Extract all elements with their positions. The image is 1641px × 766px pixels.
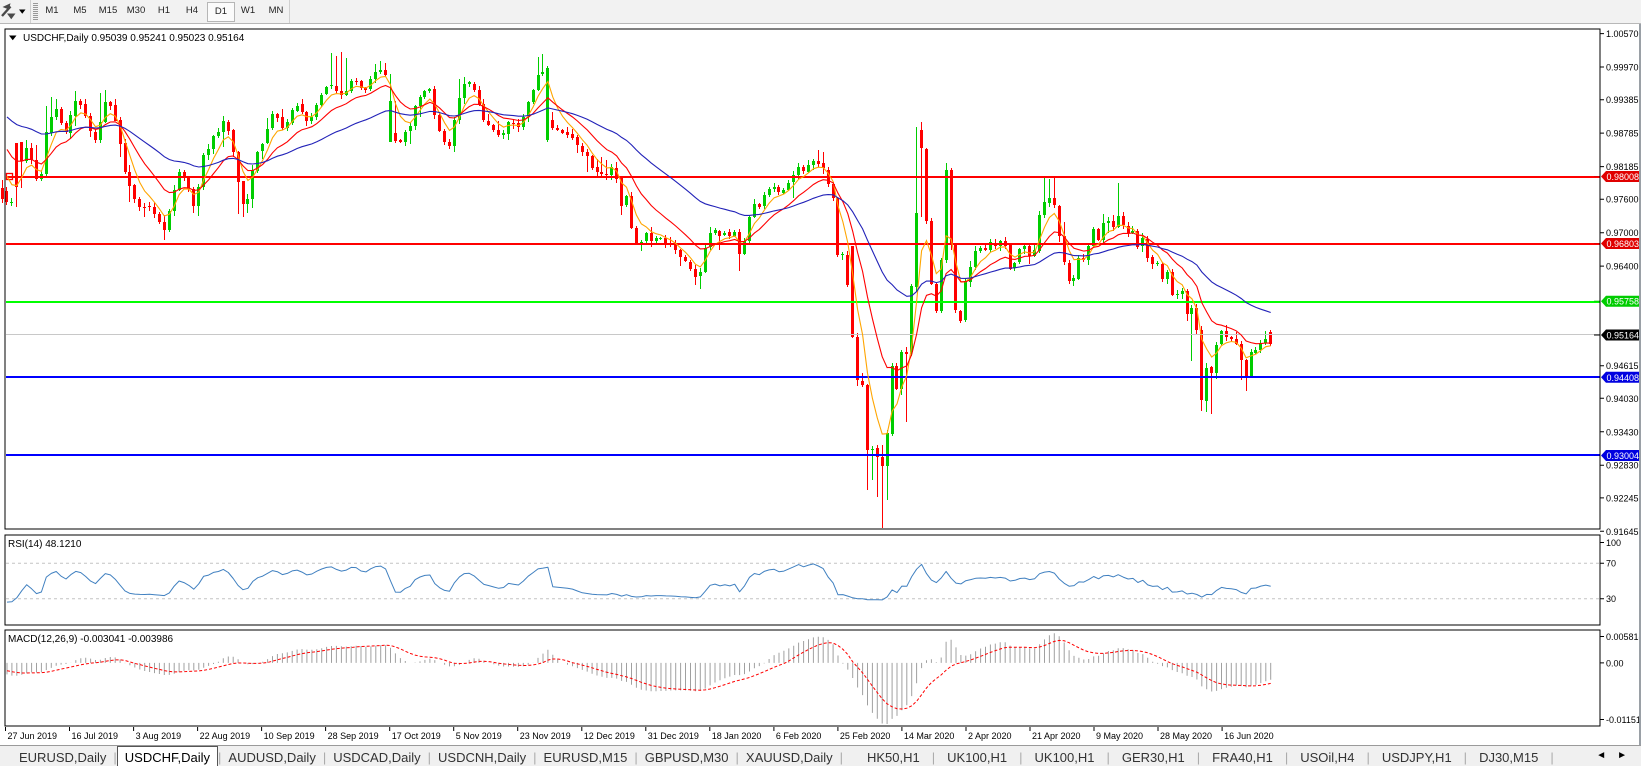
svg-text:2 Apr 2020: 2 Apr 2020 (968, 731, 1012, 741)
svg-text:12 Dec 2019: 12 Dec 2019 (584, 731, 635, 741)
svg-text:0.005818: 0.005818 (1606, 632, 1641, 642)
svg-text:0.99970: 0.99970 (1606, 63, 1639, 73)
svg-text:0.94408: 0.94408 (1607, 373, 1640, 383)
svg-text:25 Feb 2020: 25 Feb 2020 (840, 731, 891, 741)
svg-text:0.95758: 0.95758 (1607, 297, 1640, 307)
svg-text:-0.011514: -0.011514 (1606, 715, 1641, 725)
svg-text:0.00: 0.00 (1606, 658, 1624, 668)
svg-text:10 Sep 2019: 10 Sep 2019 (264, 731, 315, 741)
svg-text:0.93004: 0.93004 (1607, 451, 1640, 461)
svg-text:0.97000: 0.97000 (1606, 228, 1639, 238)
svg-text:22 Aug 2019: 22 Aug 2019 (200, 731, 251, 741)
svg-text:3 Aug 2019: 3 Aug 2019 (136, 731, 182, 741)
svg-text:0.93430: 0.93430 (1606, 427, 1639, 437)
svg-text:28 May 2020: 28 May 2020 (1160, 731, 1212, 741)
svg-text:0.92245: 0.92245 (1606, 493, 1639, 503)
svg-text:100: 100 (1606, 538, 1621, 548)
svg-text:23 Nov 2019: 23 Nov 2019 (520, 731, 571, 741)
svg-text:28 Sep 2019: 28 Sep 2019 (328, 731, 379, 741)
svg-text:RSI(14) 48.1210: RSI(14) 48.1210 (8, 539, 82, 550)
svg-text:0.98185: 0.98185 (1606, 162, 1639, 172)
svg-text:21 Apr 2020: 21 Apr 2020 (1032, 731, 1081, 741)
svg-text:0.97600: 0.97600 (1606, 195, 1639, 205)
svg-text:31 Dec 2019: 31 Dec 2019 (648, 731, 699, 741)
svg-text:16 Jun 2020: 16 Jun 2020 (1224, 731, 1274, 741)
svg-text:6 Feb 2020: 6 Feb 2020 (776, 731, 822, 741)
svg-text:0.98785: 0.98785 (1606, 129, 1639, 139)
svg-text:14 Mar 2020: 14 Mar 2020 (904, 731, 955, 741)
svg-text:0.99385: 0.99385 (1606, 95, 1639, 105)
svg-text:0.92830: 0.92830 (1606, 461, 1639, 471)
svg-text:16 Jul 2019: 16 Jul 2019 (72, 731, 119, 741)
svg-text:17 Oct 2019: 17 Oct 2019 (392, 731, 441, 741)
svg-text:70: 70 (1606, 559, 1616, 569)
svg-text:0.96400: 0.96400 (1606, 262, 1639, 272)
svg-text:27 Jun 2019: 27 Jun 2019 (8, 731, 58, 741)
svg-text:0.94615: 0.94615 (1606, 361, 1639, 371)
svg-text:18 Jan 2020: 18 Jan 2020 (712, 731, 762, 741)
svg-text:0.91645: 0.91645 (1606, 527, 1639, 537)
svg-text:0.96803: 0.96803 (1607, 239, 1640, 249)
svg-text:9 May 2020: 9 May 2020 (1096, 731, 1143, 741)
svg-text:5 Nov 2019: 5 Nov 2019 (456, 731, 502, 741)
svg-text:1.00570: 1.00570 (1606, 29, 1639, 39)
svg-text:0.94030: 0.94030 (1606, 394, 1639, 404)
svg-text:MACD(12,26,9) -0.003041 -0.003: MACD(12,26,9) -0.003041 -0.003986 (8, 634, 174, 645)
svg-text:USDCHF,Daily 0.95039 0.95241: USDCHF,Daily 0.95039 0.95241 0.95023 0.9… (23, 33, 245, 44)
svg-text:30: 30 (1606, 594, 1616, 604)
svg-text:0.95164: 0.95164 (1607, 331, 1640, 341)
svg-text:0.98008: 0.98008 (1607, 172, 1640, 182)
